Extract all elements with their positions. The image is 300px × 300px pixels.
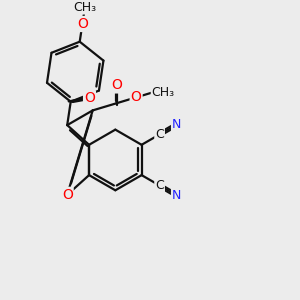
Text: C: C	[155, 179, 164, 192]
Text: CH₃: CH₃	[151, 86, 175, 99]
Text: CH₃: CH₃	[73, 1, 96, 14]
Text: N: N	[172, 189, 181, 202]
Text: O: O	[111, 78, 122, 92]
Text: O: O	[77, 17, 88, 31]
Text: O: O	[84, 91, 95, 105]
Text: O: O	[62, 188, 73, 202]
Text: C: C	[155, 128, 164, 141]
Text: O: O	[131, 90, 142, 104]
Text: N: N	[172, 118, 181, 131]
